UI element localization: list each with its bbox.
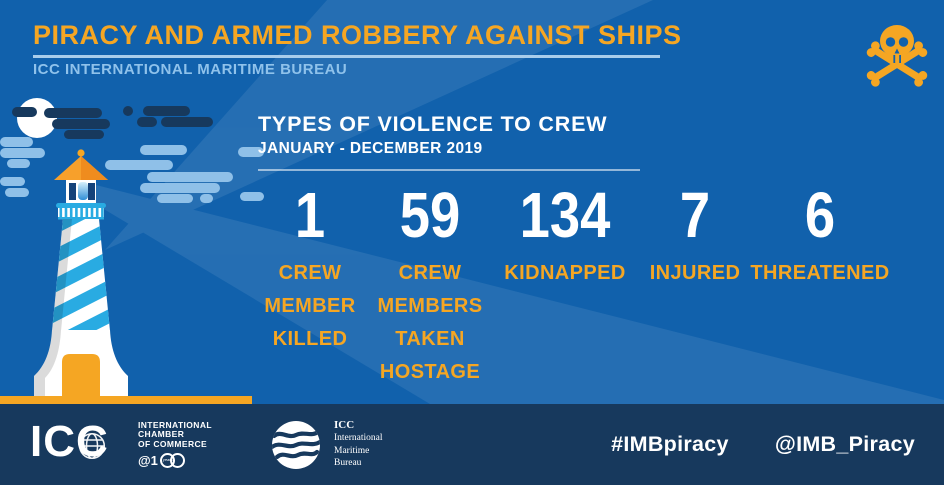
icc-centenary-mark: @1 years (138, 453, 224, 469)
stat-label: INJURED (649, 262, 741, 284)
imb-title: ICC (334, 419, 355, 432)
lighthouse-door (62, 354, 100, 400)
clouds (0, 106, 264, 203)
lighthouse-base (34, 330, 128, 400)
handle-imb-piracy: @IMB_Piracy (774, 432, 915, 456)
lighthouse-roof (54, 156, 108, 180)
icc-logo-text: ICC (30, 416, 109, 466)
hashtag-imbpiracy: #IMBpiracy (611, 432, 729, 456)
stat-threatened: 6 THREATENED (750, 179, 890, 389)
stat-value: 59 (399, 179, 461, 251)
stat-kidnapped: 134 KIDNAPPED (490, 179, 640, 389)
centenary-ring-icon (169, 453, 185, 469)
stat-crew-member-killed: 1 CREW MEMBER KILLED (250, 179, 370, 389)
skull-crossbones-icon (866, 25, 928, 87)
stat-label: KIDNAPPED (504, 262, 626, 284)
stat-value: 7 (679, 179, 711, 251)
stat-label: CREW MEMBERS TAKEN HOSTAGE (377, 262, 483, 383)
icc-chamber-lines: INTERNATIONAL CHAMBER OF COMMERCE (138, 419, 212, 449)
lighthouse-finial (77, 149, 85, 157)
footer-bar: ICC INTERNATIONAL CHAMBER OF COMMERCE @1… (0, 404, 944, 485)
imb-logo-text: ICC International Maritime Bureau (334, 419, 383, 470)
centenary-years: years (162, 457, 173, 463)
light-beams (92, 0, 944, 404)
centenary-prefix: @1 (138, 453, 158, 469)
page-subtitle: ICC INTERNATIONAL MARITIME BUREAU (33, 61, 348, 78)
light-cloud-bars (0, 137, 264, 203)
page-title: PIRACY AND ARMED ROBBERY AGAINST SHIPS (33, 20, 682, 50)
stat-value: 134 (519, 179, 611, 251)
waves-globe-icon (272, 420, 320, 469)
stat-crew-members-taken-hostage: 59 CREW MEMBERS TAKEN HOSTAGE (370, 179, 490, 389)
stat-label: CREW MEMBER KILLED (264, 262, 356, 350)
stat-value: 6 (804, 179, 836, 251)
stat-value: 1 (294, 179, 326, 251)
section-divider (258, 169, 640, 171)
imb-lines: International Maritime Bureau (334, 433, 383, 469)
dark-cloud-bars (12, 106, 213, 139)
lighthouse-gallery (56, 203, 106, 220)
lighthouse-lantern (66, 180, 96, 203)
stats-row: 1 CREW MEMBER KILLED 59 CREW MEMBERS TAK… (250, 179, 890, 389)
ground-line (0, 396, 252, 404)
section-period: JANUARY - DECEMBER 2019 (258, 140, 483, 157)
title-underline (33, 55, 660, 58)
stat-label: THREATENED (750, 262, 890, 284)
icc-logo: ICC (30, 416, 122, 469)
stat-injured: 7 INJURED (640, 179, 750, 389)
globe-grid-icon (78, 432, 106, 459)
icc-chamber-text: INTERNATIONAL CHAMBER OF COMMERCE @1 yea… (138, 419, 224, 469)
section-title: TYPES OF VIOLENCE TO CREW (258, 112, 608, 136)
